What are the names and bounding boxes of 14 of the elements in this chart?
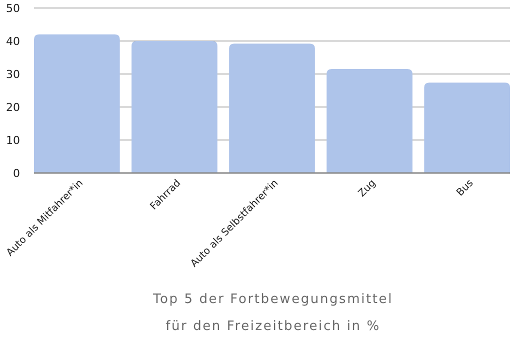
bar <box>34 34 120 173</box>
y-tick-label: 0 <box>13 166 20 180</box>
bar <box>326 69 412 173</box>
y-tick-label: 10 <box>6 134 20 147</box>
y-tick-label: 40 <box>6 34 20 48</box>
y-tick-label: 50 <box>6 2 20 15</box>
bar <box>132 41 218 173</box>
bar <box>229 44 315 173</box>
y-tick-label: 20 <box>6 100 20 114</box>
x-tick-label: Zug <box>356 178 378 200</box>
text: Top 5 der Fortbewegungsmittel für den Freizeitbereich in % <box>152 292 394 334</box>
y-tick-label: 30 <box>6 68 20 81</box>
x-tick-label: Bus <box>454 178 476 199</box>
bar <box>424 82 510 173</box>
